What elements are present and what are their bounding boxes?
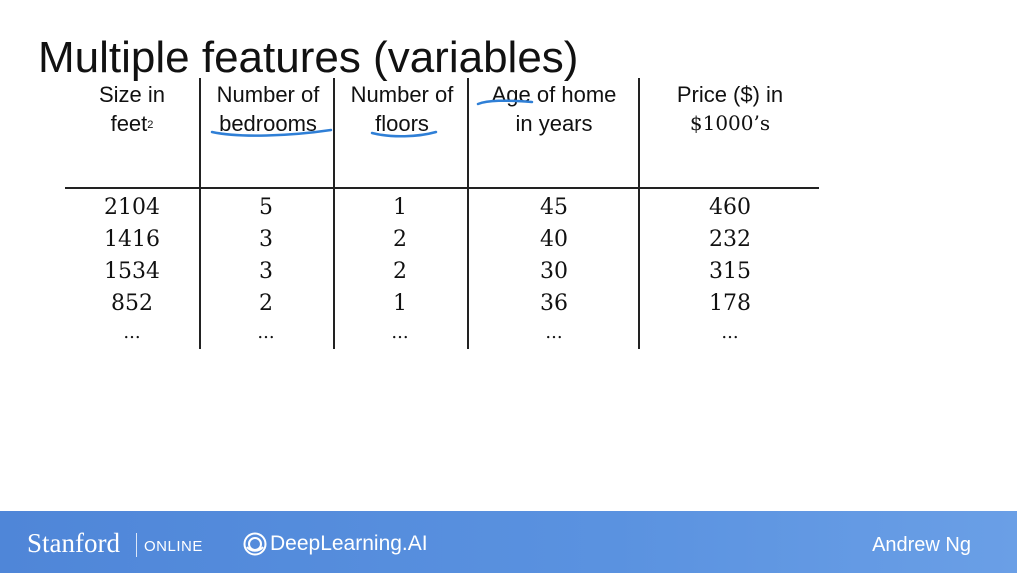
table-cell: 315	[709, 259, 751, 284]
header-floors: Number of floors	[336, 80, 468, 138]
table-cell: 2	[393, 227, 407, 252]
header-price-line1: Price ($) in	[676, 82, 784, 107]
table-cell: 1	[393, 195, 407, 220]
header-floors-line1: Number of	[350, 82, 454, 107]
deeplearning-logo-icon	[243, 532, 267, 556]
deeplearning-logo-text: DeepLearning.AI	[270, 532, 428, 555]
header-bedrooms: Number of bedrooms	[202, 80, 334, 138]
header-age: Age of home in years	[474, 80, 634, 138]
table-cell-ellipsis: ...	[257, 322, 275, 343]
table-cell: 1416	[104, 227, 160, 252]
table-cell: 232	[709, 227, 751, 252]
column-size: 2104 1416 1534 852 ...	[70, 192, 194, 352]
table-cell: 178	[709, 291, 751, 316]
column-floors: 1 2 2 1 ...	[336, 192, 464, 352]
header-size-line2: feet2	[70, 109, 194, 138]
header-floors-line2: floors	[375, 111, 429, 136]
table-cell: 40	[540, 227, 568, 252]
header-size-unit: feet	[110, 111, 148, 136]
header-age-line1: Age of home	[491, 82, 617, 107]
column-bedrooms: 5 3 3 2 ...	[202, 192, 330, 352]
table-cell: 2	[393, 259, 407, 284]
table-cell: 3	[259, 227, 273, 252]
column-divider-1	[199, 78, 201, 349]
table-cell: 45	[540, 195, 568, 220]
table-cell-ellipsis: ...	[721, 322, 739, 343]
column-price: 460 232 315 178 ...	[650, 192, 810, 352]
table-cell-ellipsis: ...	[391, 322, 409, 343]
stanford-logo-text: Stanford	[27, 528, 120, 558]
table-cell: 2104	[104, 195, 160, 220]
author-name: Andrew Ng	[872, 534, 971, 556]
table-cell-ellipsis: ...	[123, 322, 141, 343]
footer-divider	[136, 533, 137, 557]
header-divider-line	[65, 187, 819, 189]
header-bedrooms-line2: bedrooms	[219, 111, 317, 136]
column-divider-4	[638, 78, 640, 349]
table-cell: 3	[259, 259, 273, 284]
table-cell-ellipsis: ...	[545, 322, 563, 343]
header-age-line2: in years	[515, 111, 593, 136]
header-bedrooms-line1: Number of	[216, 82, 320, 107]
slide-title: Multiple features (variables)	[38, 33, 579, 82]
table-cell: 2	[259, 291, 273, 316]
header-size: Size in feet2	[70, 80, 194, 138]
header-size-line1: Size in	[98, 82, 166, 107]
header-price-line2: $1000’s	[689, 111, 771, 135]
column-divider-3	[467, 78, 469, 349]
table-cell: 852	[111, 291, 153, 316]
table-cell: 1	[393, 291, 407, 316]
table-cell: 1534	[104, 259, 160, 284]
header-price: Price ($) in $1000’s	[650, 80, 810, 138]
footer-bar: Stanford ONLINE DeepLearning.AI Andrew N…	[0, 511, 1017, 573]
header-size-exponent: 2	[147, 119, 154, 131]
column-divider-2	[333, 78, 335, 349]
table-cell: 30	[540, 259, 568, 284]
table-cell: 460	[709, 195, 751, 220]
column-age: 45 40 30 36 ...	[474, 192, 634, 352]
table-cell: 36	[540, 291, 568, 316]
online-label: ONLINE	[144, 538, 203, 555]
table-cell: 5	[259, 195, 273, 220]
